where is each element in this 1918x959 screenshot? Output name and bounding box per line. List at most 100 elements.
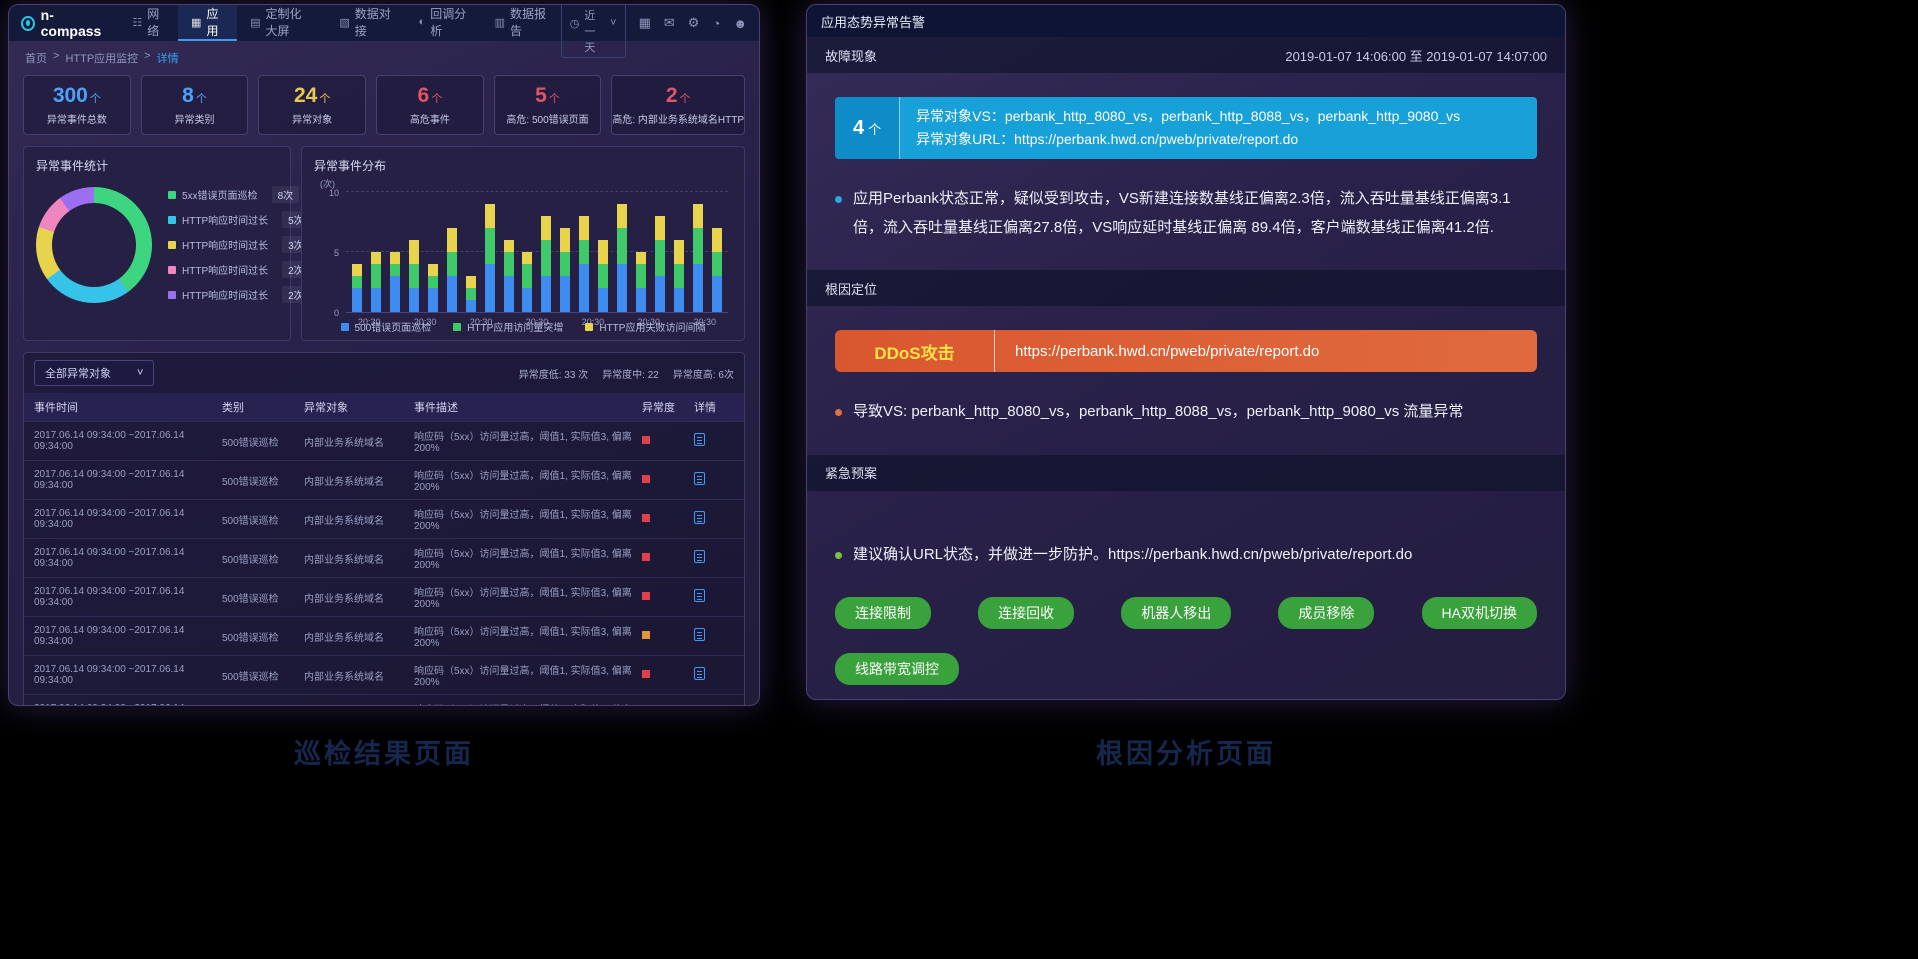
stacked-bar: [503, 240, 514, 312]
stacked-bar: [484, 204, 495, 312]
nav-tab-数据报告[interactable]: ▥ 数据报告: [482, 5, 561, 41]
x-axis-tick: 20:30: [525, 317, 549, 327]
nav-tab-网络[interactable]: ☷ 网络: [119, 5, 178, 41]
nav-tab-数据对接[interactable]: ▧ 数据对接: [326, 5, 405, 41]
breadcrumb-item[interactable]: 详情: [156, 53, 179, 65]
x-axis-tick: 20:30: [413, 317, 437, 327]
cell-desc: 响应码（5xx）访问量过高，阈值1, 实际值3, 偏离200%: [414, 549, 632, 571]
cell-category: 500错误巡检: [222, 632, 279, 644]
detail-doc-icon[interactable]: [694, 433, 705, 446]
cell-object: 内部业务系统域名: [304, 515, 384, 527]
stat-card: 5 个高危: 500错误页面: [493, 75, 602, 135]
cell-time: 2017.06.14 09:34:00 ~2017.06.14 09:34:00: [34, 547, 185, 569]
y-axis-tick: 0: [333, 308, 339, 318]
user-icon[interactable]: ☻: [733, 15, 747, 31]
breadcrumb-separator: >: [53, 50, 60, 62]
stacked-bar: [673, 240, 684, 312]
summary-item: 异常度低: 33 次: [518, 369, 589, 381]
cell-category: 500错误巡检: [222, 515, 279, 527]
detail-doc-icon[interactable]: [694, 628, 705, 641]
table-row: 2017.06.14 09:34:00 ~2017.06.14 09:34:00…: [24, 616, 744, 655]
table-summary: 异常度低: 33 次 异常度中: 22 异常度高: 6次: [519, 366, 734, 381]
logo-icon: [21, 15, 35, 31]
action-button[interactable]: HA双机切换: [1421, 597, 1537, 630]
stat-card: 2 个高危: 内部业务系统域名HTTP: [611, 75, 746, 135]
alert-line: 异常对象VS：perbank_http_8080_vs，perbank_http…: [916, 108, 1461, 124]
column-header: 详情: [694, 402, 716, 414]
time-range-select[interactable]: ◷ 最近一天 ˅: [560, 5, 626, 58]
detail-cell: [694, 667, 734, 683]
legend-label: HTTP响应时间过长: [182, 216, 269, 227]
action-button[interactable]: 成员移除: [1278, 597, 1375, 630]
action-button[interactable]: 线路带宽调控: [835, 653, 959, 686]
stats-row: 300 个异常事件总数 8 个异常类别 24 个异常对象 6 个高危事件 5 个高危: 500错误…: [9, 73, 759, 135]
stat-label: 高危: 500错误页面: [506, 114, 589, 126]
cell-desc: 响应码（5xx）访问量过高，阈值1, 实际值3, 偏离200%: [414, 627, 632, 649]
stacked-bar: [711, 228, 722, 312]
breadcrumb-item[interactable]: HTTP应用监控: [65, 53, 139, 65]
time-range-value: 最近一天: [584, 5, 596, 54]
action-button[interactable]: 连接回收: [978, 597, 1075, 630]
cell-time: 2017.06.14 09:34:00 ~2017.06.14 09:34:00: [34, 586, 185, 608]
nav-tab-回调分析[interactable]: ◐ 回调分析: [406, 5, 482, 41]
plan-content: 建议确认URL状态，并做进一步防护。https://perbank.hwd.cn…: [807, 491, 1565, 699]
x-axis-tick: 20:30: [693, 317, 716, 327]
top-navbar: n-compass ☷ 网络 ▦ 应用 ▤ 定制化大屏 ▧ 数据对接 ◐ 回调分析 ▥ 数据报告 ◷ …: [9, 5, 759, 58]
cell-desc: 响应码（5xx）访问量过高，阈值1, 实际值3, 偏离200%: [414, 666, 632, 688]
breadcrumb-item[interactable]: 首页: [25, 53, 47, 65]
nav-tab-label: 网络: [147, 7, 160, 38]
nav-tab-定制化大屏[interactable]: ▤ 定制化大屏: [237, 5, 326, 41]
stacked-bar: [598, 240, 609, 312]
monitoring-dashboard-panel: n-compass ☷ 网络 ▦ 应用 ▤ 定制化大屏 ▧ 数据对接 ◐ 回调分析 ▥ 数据报告 ◷ …: [8, 4, 760, 706]
action-button[interactable]: 连接限制: [835, 597, 931, 630]
detail-doc-icon[interactable]: [694, 589, 705, 602]
action-button[interactable]: 机器人移出: [1121, 597, 1232, 630]
bar-legend-item: HTTP应用访问量突增: [453, 319, 563, 334]
bar-chart: 0 5 10: [329, 188, 728, 318]
summary-item: 异常度中: 22: [602, 369, 659, 381]
stat-card: 8 个异常类别: [140, 75, 249, 135]
message-icon[interactable]: ✉: [663, 15, 675, 30]
table-row: 2017.06.14 09:34:00 ~2017.06.14 09:34:00…: [24, 460, 744, 499]
nav-tab-应用[interactable]: ▦ 应用: [178, 5, 238, 41]
legend-label: HTTP响应时间过长: [182, 241, 269, 252]
legend-label: HTTP响应时间过长: [182, 266, 269, 277]
donut-chart-title: 异常事件统计: [36, 159, 109, 173]
event-distribution-card: 异常事件分布 (次) 0 5 10 20:30 20:30 20:30 20:30 20:3…: [301, 146, 745, 341]
stacked-bar: [636, 252, 647, 312]
nav-tab-label: 应用: [206, 7, 219, 38]
detail-doc-icon[interactable]: [694, 667, 705, 680]
stat-value: 300 个: [52, 83, 101, 107]
detail-doc-icon[interactable]: [694, 472, 705, 485]
settings-icon[interactable]: ⚙: [687, 15, 700, 30]
stat-card: 300 个异常事件总数: [23, 75, 131, 135]
column-header: 类别: [222, 402, 244, 414]
nav-icons: ▦ ✉ ⚙ ◔ ☻: [639, 15, 747, 31]
severity-cell: [642, 591, 694, 603]
donut-chart: [36, 186, 152, 303]
stacked-bar: [446, 228, 457, 312]
cell-desc: 响应码（5xx）访问量过高，阈值1, 实际值3, 偏离200%: [414, 701, 642, 705]
cell-desc: 响应码（5xx）访问量过高，阈值1, 实际值3, 偏离200%: [414, 588, 632, 610]
navbar-right: ◷ 最近一天 ˅ ▦ ✉ ⚙ ◔ ☻: [560, 5, 747, 58]
stat-card: 24 个异常对象: [258, 75, 367, 135]
object-filter-select[interactable]: 全部异常对象 ˅: [34, 360, 155, 386]
alarm-icon[interactable]: ◔: [712, 15, 721, 31]
stat-label: 异常事件总数: [46, 114, 107, 126]
cell-time: 2017.06.14 09:34:00 ~2017.06.14 09:34:00: [34, 508, 185, 530]
stacked-bar: [541, 216, 552, 312]
table-body: 2017.06.14 09:34:00 ~2017.06.14 09:34:00…: [24, 421, 744, 705]
detail-doc-icon[interactable]: [694, 550, 705, 563]
right-caption: 根因分析页面: [1096, 739, 1276, 769]
apps-icon[interactable]: ▦: [638, 15, 651, 30]
detail-cell: [694, 628, 734, 644]
severity-cell: [642, 552, 694, 564]
bar-legend-item: HTTP应用失败访问间隔: [585, 319, 705, 334]
detail-doc-icon[interactable]: [694, 511, 705, 524]
anomaly-count-unit: 个: [868, 121, 882, 137]
x-axis-tick: 20:30: [469, 317, 493, 327]
table-row: 2017.06.14 09:34:00 ~2017.06.14 09:34:00…: [24, 499, 744, 538]
bar-x-labels: 20:30 20:30 20:30 20:30 20:30 20:30 20:30: [346, 317, 728, 327]
stat-card: 6 个高危事件: [376, 75, 484, 135]
table-controls: 全部异常对象 ˅ 异常度低: 33 次 异常度中: 22 异常度高: 6次: [24, 353, 744, 393]
